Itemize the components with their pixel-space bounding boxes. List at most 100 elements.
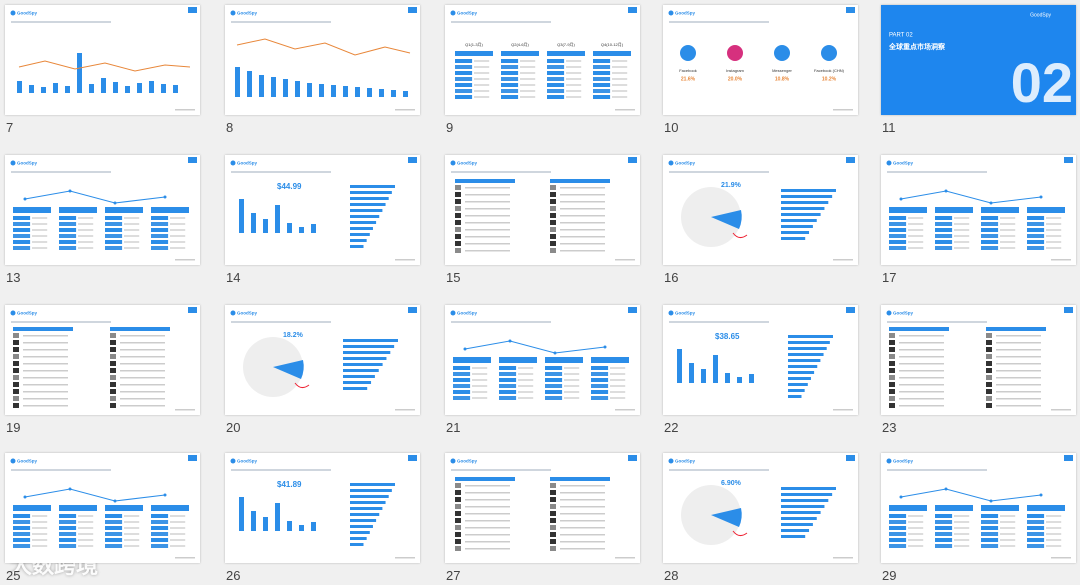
slide-thumbnail[interactable]: GoodSpy [445, 305, 640, 415]
table-cell [23, 377, 68, 379]
hbar [781, 535, 806, 538]
page-tab [846, 307, 855, 313]
slide-thumbnail[interactable]: GoodSpy 18.2% [225, 305, 420, 415]
table-cell [1046, 229, 1062, 231]
table-cell [545, 372, 563, 376]
table-cell [32, 521, 48, 523]
vbar [235, 67, 240, 97]
trend-dot [113, 499, 117, 503]
table-cell [78, 241, 94, 243]
table-cell [23, 405, 68, 407]
table-cell [935, 544, 953, 548]
table-cell [465, 485, 510, 487]
slide-thumbnail[interactable]: GoodSpy [5, 5, 200, 115]
table-header [547, 51, 585, 56]
table-cell [889, 240, 907, 244]
table-cell [560, 187, 605, 189]
logo [455, 185, 461, 190]
table-cell [591, 366, 609, 370]
table-cell [593, 83, 611, 87]
slide-number: 15 [446, 270, 461, 285]
table-cell [981, 526, 999, 530]
footer [175, 109, 195, 111]
hbar [350, 203, 386, 206]
logo [455, 234, 461, 239]
hbar [781, 225, 813, 228]
slide-number: 25 [6, 568, 21, 583]
highlight: $44.99 [277, 182, 302, 191]
logo [455, 241, 461, 246]
table-cell [453, 396, 471, 400]
logo [110, 340, 116, 345]
table-cell [1046, 545, 1062, 547]
table-cell [899, 384, 944, 386]
slide-thumbnail[interactable]: GoodSpy [881, 453, 1076, 563]
table-cell [566, 96, 582, 98]
table-cell [1046, 533, 1062, 535]
trend-line [24, 190, 166, 204]
table-cell [889, 514, 907, 518]
slide-canvas: GoodSpy Q1(1-3月) Q2(4-6月) Q3(7-9月) Q4(10-12月… [450, 7, 637, 111]
hbar [350, 185, 395, 188]
table-cell [501, 95, 519, 99]
slide-thumbnail[interactable]: GoodSpy [445, 453, 640, 563]
brand: GoodSpy [675, 311, 695, 316]
vbar [251, 511, 256, 531]
slide-thumbnail[interactable]: GoodSpy [881, 305, 1076, 415]
table-cell [499, 384, 517, 388]
highlight: 6.90% [721, 480, 742, 487]
slide-thumbnail[interactable]: GoodSpy [5, 453, 200, 563]
table-cell [1027, 544, 1045, 548]
table-cell [32, 545, 48, 547]
slide-thumbnail[interactable]: GoodSpy $41.89 [225, 453, 420, 563]
trend-dot [68, 487, 72, 491]
slide-thumbnail[interactable]: GoodSpy [225, 5, 420, 115]
table-cell [591, 390, 609, 394]
table-cell [78, 247, 94, 249]
slide-thumbnail[interactable]: GoodSpy [5, 305, 200, 415]
table-cell [908, 247, 924, 249]
table-header [593, 51, 631, 56]
table-cell [474, 84, 490, 86]
slide-thumbnail[interactable]: GoodSpy 6.90% [663, 453, 858, 563]
table-cell [935, 228, 953, 232]
logo [889, 382, 895, 387]
slide-thumbnail[interactable]: GoodSpy Facebook 21.6% Instagram 20.0% Messen… [663, 5, 858, 115]
slide-thumbnail[interactable]: GoodSpy $44.99 [225, 155, 420, 265]
trend-dot [553, 351, 557, 355]
slide-thumbnail[interactable]: GoodSpy [881, 155, 1076, 265]
table-cell [564, 379, 580, 381]
slide-thumbnail[interactable]: GoodSpy $38.65 [663, 305, 858, 415]
table-cell [1000, 521, 1016, 523]
logo [889, 347, 895, 352]
table-cell [996, 391, 1041, 393]
subtitle-bar [887, 171, 987, 173]
slide-thumbnail[interactable]: GoodSpy [5, 155, 200, 265]
logo [889, 368, 895, 373]
hbar [781, 195, 833, 198]
table-cell [889, 246, 907, 250]
page-tab [628, 455, 637, 461]
table-cell [889, 532, 907, 536]
table-cell [954, 217, 970, 219]
table-cell [1000, 241, 1016, 243]
slide-thumbnail[interactable]: GoodSpy 21.9% [663, 155, 858, 265]
slide-thumbnail[interactable]: GoodSpy Q1(1-3月) Q2(4-6月) Q3(7-9月) Q4(10-12月… [445, 5, 640, 115]
table-cell [547, 83, 565, 87]
table-cell [151, 228, 169, 232]
hbar [781, 523, 813, 526]
logo [986, 403, 992, 408]
logo [986, 382, 992, 387]
slide-number: 21 [446, 420, 461, 435]
vbar [677, 349, 682, 383]
table-cell [151, 216, 169, 220]
slide-thumbnail[interactable]: GoodSpy PART 02 全球重点市场洞察 02 [881, 5, 1076, 115]
table-cell [465, 492, 510, 494]
logo [550, 220, 556, 225]
subtitle-bar [231, 171, 331, 173]
table-cell [1000, 235, 1016, 237]
logo [550, 192, 556, 197]
table-cell [151, 234, 169, 238]
slide-thumbnail[interactable]: GoodSpy [445, 155, 640, 265]
table-cell [499, 396, 517, 400]
